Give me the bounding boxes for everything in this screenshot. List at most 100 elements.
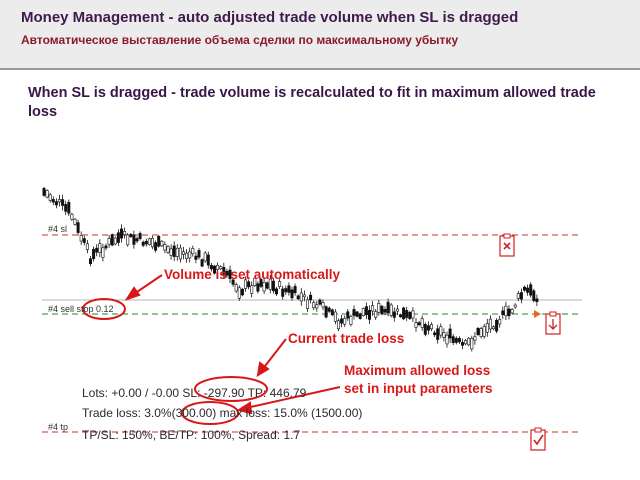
sl-highlight-ellipse — [194, 376, 268, 402]
candle-body — [389, 304, 393, 316]
candle-body — [203, 252, 207, 262]
candle-body — [343, 318, 347, 325]
candle-body — [141, 241, 145, 246]
candle-body — [274, 288, 278, 295]
candle-body — [386, 301, 390, 314]
max-loss-value: max loss: 15.0% (1500.00) — [219, 406, 363, 420]
max-loss-annotation-line2: set in input parameters — [344, 381, 493, 396]
candle-body — [510, 309, 514, 314]
candle-body — [467, 337, 471, 346]
candle-body — [120, 228, 124, 239]
candle-body — [460, 342, 464, 346]
candle-body — [123, 231, 127, 236]
candle-body — [532, 290, 536, 301]
candle-body — [485, 323, 489, 333]
candle-body — [299, 292, 303, 302]
candle-body — [457, 338, 461, 343]
candle-body — [501, 310, 505, 316]
candle-body — [92, 248, 96, 260]
candle-body — [346, 311, 350, 319]
candle-body — [216, 264, 220, 270]
candle-body — [107, 238, 111, 245]
candle-body — [355, 311, 359, 317]
candle-body — [197, 250, 201, 258]
lots-value: Lots: +0.00 / -0.00 — [82, 386, 180, 400]
header-banner: Money Management - auto adjusted trade v… — [0, 0, 640, 70]
sl-level-label: #4 sl — [48, 224, 68, 234]
sell-stop-order-icon[interactable] — [534, 310, 561, 335]
candle-body — [45, 190, 49, 198]
candle-body — [113, 237, 117, 245]
sell-stop-volume: 0.12 — [96, 304, 114, 314]
candle-body — [110, 234, 114, 246]
candle-body — [51, 199, 55, 203]
candle-body — [225, 271, 229, 276]
candle-body — [284, 288, 288, 293]
sell-stop-level-label: #4 sell stop 0.12 — [48, 304, 114, 314]
candle-body — [194, 255, 198, 260]
candle-body — [67, 202, 71, 214]
candle-body — [522, 286, 526, 291]
trade-loss-prefix: Trade loss: 3.0% — [82, 406, 172, 420]
candlesticks — [42, 186, 539, 352]
trade-loss-info-line: Trade loss: 3.0%(300.00) max loss: 15.0%… — [82, 406, 362, 420]
candle-body — [104, 245, 108, 249]
tp-level-label: #4 tp — [48, 422, 69, 432]
candle-body — [188, 251, 192, 259]
candle-body — [237, 287, 241, 299]
candle-body — [305, 299, 309, 309]
tp-check-icon[interactable] — [530, 427, 546, 451]
candle-body — [402, 307, 406, 320]
candle-body — [166, 246, 170, 253]
candle-body — [157, 235, 161, 247]
candle-body — [244, 279, 248, 289]
candle-body — [482, 326, 486, 337]
candle-body — [250, 285, 254, 294]
candle-body — [420, 318, 424, 328]
candle-body — [61, 199, 65, 206]
close-sl-icon[interactable] — [499, 233, 515, 257]
candle-body — [315, 304, 319, 309]
candle-body — [507, 308, 511, 317]
candle-body — [340, 318, 344, 324]
candle-body — [169, 248, 173, 256]
candle-body — [374, 311, 378, 318]
candle-body — [395, 308, 399, 312]
candle-body — [526, 287, 530, 293]
candle-body — [358, 313, 362, 319]
volume-annotation: Volume is set automatically — [164, 267, 341, 282]
candle-body — [281, 288, 285, 297]
candle-body — [451, 336, 455, 343]
candle-body — [433, 332, 437, 336]
candle-body — [377, 302, 381, 313]
candle-body — [206, 254, 210, 266]
candle-body — [336, 320, 340, 330]
candle-body — [364, 306, 368, 316]
candle-body — [73, 218, 77, 225]
candle-body — [519, 292, 523, 300]
candle-body — [439, 326, 443, 336]
candle-body — [330, 309, 334, 316]
candle-body — [182, 251, 186, 255]
candle-body — [89, 258, 93, 264]
candle-body — [405, 310, 409, 318]
candle-body — [318, 299, 322, 305]
candle-body — [228, 269, 232, 279]
candle-body — [234, 284, 238, 292]
candle-body — [253, 277, 257, 286]
candle-body — [476, 328, 480, 335]
candle-body — [516, 293, 520, 299]
candle-body — [57, 199, 61, 203]
candle-body — [42, 188, 46, 196]
candle-body — [408, 312, 412, 319]
candle-body — [448, 328, 452, 339]
candle-body — [479, 328, 483, 337]
candle-body — [296, 295, 300, 300]
candle-body — [240, 288, 244, 296]
candle-body — [271, 280, 275, 292]
candle-body — [488, 318, 492, 330]
price-chart: #4 sl #4 sell stop 0.12 #4 tp Volume is … — [0, 182, 640, 480]
candle-body — [371, 305, 375, 312]
candle-body — [70, 213, 74, 220]
candle-body — [79, 235, 83, 242]
